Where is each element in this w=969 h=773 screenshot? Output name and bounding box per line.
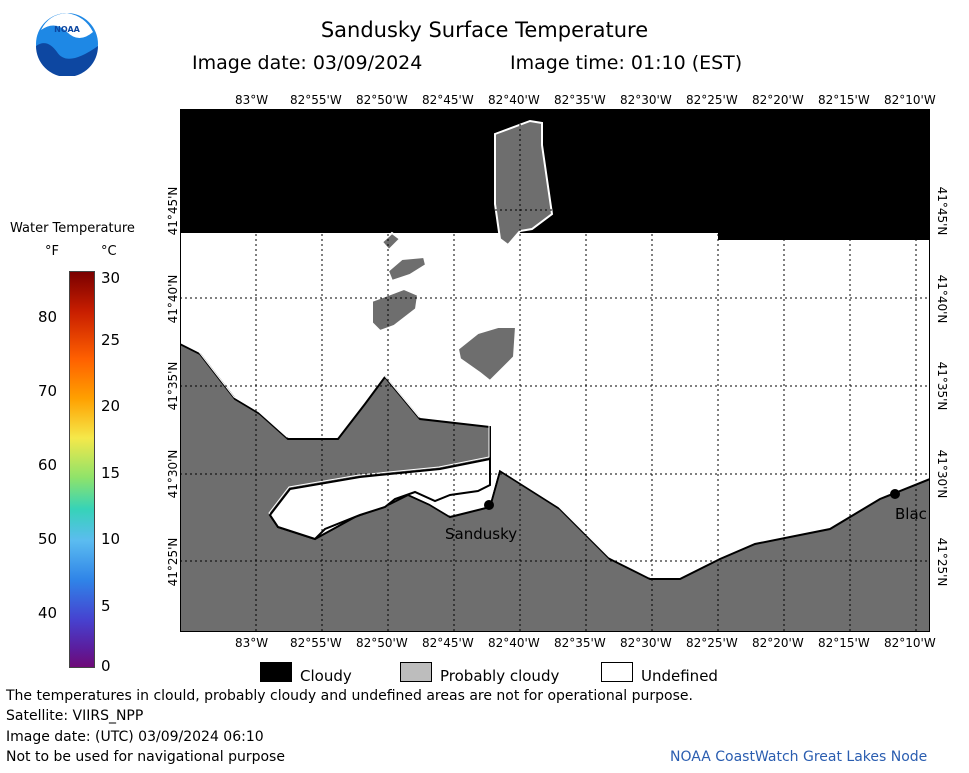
temperature-color-bar <box>69 271 95 668</box>
map-border <box>180 109 930 632</box>
probably-cloudy-patch <box>371 287 420 333</box>
c-tick: 5 <box>101 597 111 615</box>
city-label-sandusky: Sandusky <box>445 525 518 543</box>
lon-label-top: 82°25'W <box>686 93 738 107</box>
f-tick: 70 <box>38 382 58 400</box>
lon-label-top: 82°55'W <box>290 93 342 107</box>
lon-label-bottom: 82°30'W <box>620 636 672 650</box>
lon-label-top: 82°35'W <box>554 93 606 107</box>
city-marker-sandusky <box>484 500 494 510</box>
lon-label-top: 82°30'W <box>620 93 672 107</box>
scale-unit-f: °F <box>45 244 59 259</box>
lat-label-right: 41°40'N <box>935 274 949 324</box>
lat-label-right: 41°35'N <box>935 361 949 411</box>
lon-label-bottom: 82°40'W <box>488 636 540 650</box>
city-marker-blac <box>890 489 900 499</box>
lon-label-bottom: 82°55'W <box>290 636 342 650</box>
legend-label-undefined: Undefined <box>641 667 718 685</box>
c-tick: 0 <box>101 657 111 675</box>
legend-swatch-probably-cloudy <box>400 662 432 682</box>
probably-cloudy-patch <box>494 119 554 247</box>
lat-label-left: 41°35'N <box>166 361 180 411</box>
lon-label-bottom: 83°W <box>235 636 269 650</box>
map-grid <box>180 109 930 632</box>
lat-label-left: 41°25'N <box>166 537 180 587</box>
lat-label-right: 41°45'N <box>935 186 949 236</box>
navigation-warning: Not to be used for navigational purpose <box>6 749 285 765</box>
lon-label-top: 82°15'W <box>818 93 870 107</box>
lon-label-top: 82°50'W <box>356 93 408 107</box>
probably-cloudy-patch <box>456 326 518 383</box>
f-tick: 60 <box>38 456 58 474</box>
probably-cloudy-patch <box>386 255 428 283</box>
scale-title: Water Temperature <box>10 221 135 236</box>
disclaimer-text: The temperatures in clould, probably clo… <box>6 688 693 704</box>
f-tick: 80 <box>38 308 58 326</box>
utc-date-text: Image date: (UTC) 03/09/2024 06:10 <box>6 729 264 745</box>
sandusky-bay <box>268 457 491 541</box>
logo-text: NOAA <box>54 25 80 34</box>
lat-label-right: 41°30'N <box>935 449 949 499</box>
image-time: Image time: 01:10 (EST) <box>510 52 743 74</box>
map-canvas[interactable] <box>180 109 930 632</box>
map-title: Sandusky Surface Temperature <box>320 18 649 42</box>
lat-label-left: 41°40'N <box>166 274 180 324</box>
lon-label-top: 82°20'W <box>752 93 804 107</box>
lon-label-top: 82°40'W <box>488 93 540 107</box>
scale-unit-c: °C <box>101 244 117 259</box>
c-tick: 15 <box>101 464 121 482</box>
c-tick: 25 <box>101 331 121 349</box>
c-tick: 30 <box>101 269 121 287</box>
legend-swatch-cloudy <box>260 662 292 682</box>
c-tick: 10 <box>101 530 121 548</box>
lat-label-right: 41°25'N <box>935 537 949 587</box>
lat-label-left: 41°30'N <box>166 449 180 499</box>
lon-label-bottom: 82°25'W <box>686 636 738 650</box>
lon-label-bottom: 82°10'W <box>884 636 936 650</box>
satellite-text: Satellite: VIIRS_NPP <box>6 708 144 724</box>
city-label-blac: Blac <box>895 505 927 523</box>
cloudy-area <box>180 109 930 240</box>
legend-label-probably-cloudy: Probably cloudy <box>440 667 560 685</box>
lon-label-bottom: 82°20'W <box>752 636 804 650</box>
f-tick: 50 <box>38 530 58 548</box>
legend-label-cloudy: Cloudy <box>300 667 352 685</box>
f-tick: 40 <box>38 604 58 622</box>
lon-label-top: 82°10'W <box>884 93 936 107</box>
lon-label-top: 82°45'W <box>422 93 474 107</box>
noaa-logo: NOAA <box>35 12 99 77</box>
lon-label-top: 83°W <box>235 93 269 107</box>
legend-swatch-undefined <box>601 662 633 682</box>
lon-label-bottom: 82°50'W <box>356 636 408 650</box>
probably-cloudy-patch <box>380 231 402 252</box>
lon-label-bottom: 82°15'W <box>818 636 870 650</box>
c-tick: 20 <box>101 397 121 415</box>
credit-text: NOAA CoastWatch Great Lakes Node <box>670 749 928 765</box>
lon-label-bottom: 82°45'W <box>422 636 474 650</box>
lat-label-left: 41°45'N <box>166 186 180 236</box>
cloudy-area <box>180 109 550 233</box>
lon-label-bottom: 82°35'W <box>554 636 606 650</box>
image-date: Image date: 03/09/2024 <box>192 52 423 74</box>
